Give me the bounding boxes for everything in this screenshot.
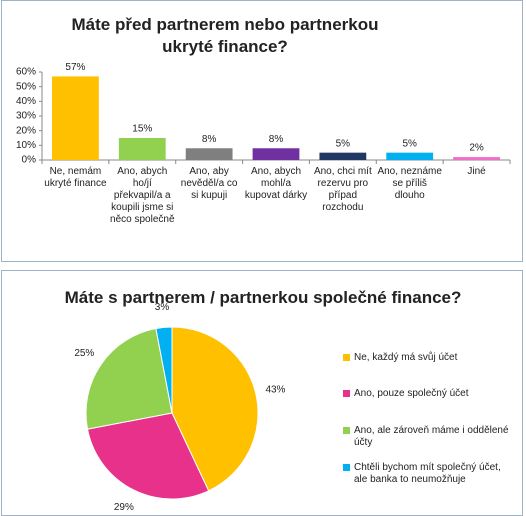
chart-title: Máte s partnerem / partnerkou společné f… xyxy=(64,288,462,307)
pie-slice xyxy=(155,326,173,414)
value-label: 15% xyxy=(132,124,152,135)
y-tick-label: 10% xyxy=(16,140,36,151)
chart-title: Máte před partnerem nebo partnerkou ukry… xyxy=(71,15,379,56)
x-tick-label: Jiné xyxy=(467,166,486,177)
bar xyxy=(252,148,300,160)
value-label: 57% xyxy=(65,62,85,73)
value-label: 5% xyxy=(336,138,351,149)
bar xyxy=(453,157,500,160)
y-tick-label: 30% xyxy=(16,111,36,122)
bar xyxy=(52,76,99,160)
x-tick-label: Ano, abych ho/jí překvapil/a a koupili j… xyxy=(110,166,175,225)
value-label: 3% xyxy=(155,302,170,313)
legend-label: Ano, ale zároveň máme i oddělené účty xyxy=(354,425,509,448)
value-label: 29% xyxy=(114,502,134,513)
bar xyxy=(386,152,434,160)
y-tick-label: 40% xyxy=(16,96,36,107)
value-label: 2% xyxy=(469,143,484,154)
bar xyxy=(185,148,233,160)
bar xyxy=(319,152,367,160)
x-tick-label: Ne, nemám ukryté finance xyxy=(44,166,107,189)
x-tick-label: Ano, aby nevěděl/a co si kupuji xyxy=(180,166,238,201)
legend-label: Chtěli bychom mít společný účet, ale ban… xyxy=(354,462,501,485)
y-tick-label: 50% xyxy=(16,81,36,92)
legend-swatch xyxy=(343,390,350,397)
y-tick-label: 60% xyxy=(16,67,36,78)
x-tick-label: Ano, abych mohl/a kupovat dárky xyxy=(244,166,308,201)
value-label: 8% xyxy=(269,134,284,145)
y-tick-label: 0% xyxy=(22,155,37,166)
pie-slice xyxy=(85,327,173,430)
legend-swatch xyxy=(343,464,350,471)
y-tick-label: 20% xyxy=(16,125,36,136)
legend-swatch xyxy=(343,354,350,361)
bar xyxy=(118,138,166,160)
pie-slice xyxy=(171,326,259,492)
legend-label: Ne, každý má svůj účet xyxy=(354,352,458,363)
pie-slice xyxy=(86,412,210,500)
value-label: 43% xyxy=(265,385,285,396)
x-tick-label: Ano, chci mít rezervu pro případ rozchod… xyxy=(313,166,372,213)
value-label: 25% xyxy=(74,348,94,359)
value-label: 5% xyxy=(402,138,417,149)
legend-label: Ano, pouze společný účet xyxy=(354,388,469,399)
value-label: 8% xyxy=(202,134,217,145)
legend-swatch xyxy=(343,427,350,434)
x-tick-label: Ano, neznáme se příliš dlouho xyxy=(377,166,442,201)
